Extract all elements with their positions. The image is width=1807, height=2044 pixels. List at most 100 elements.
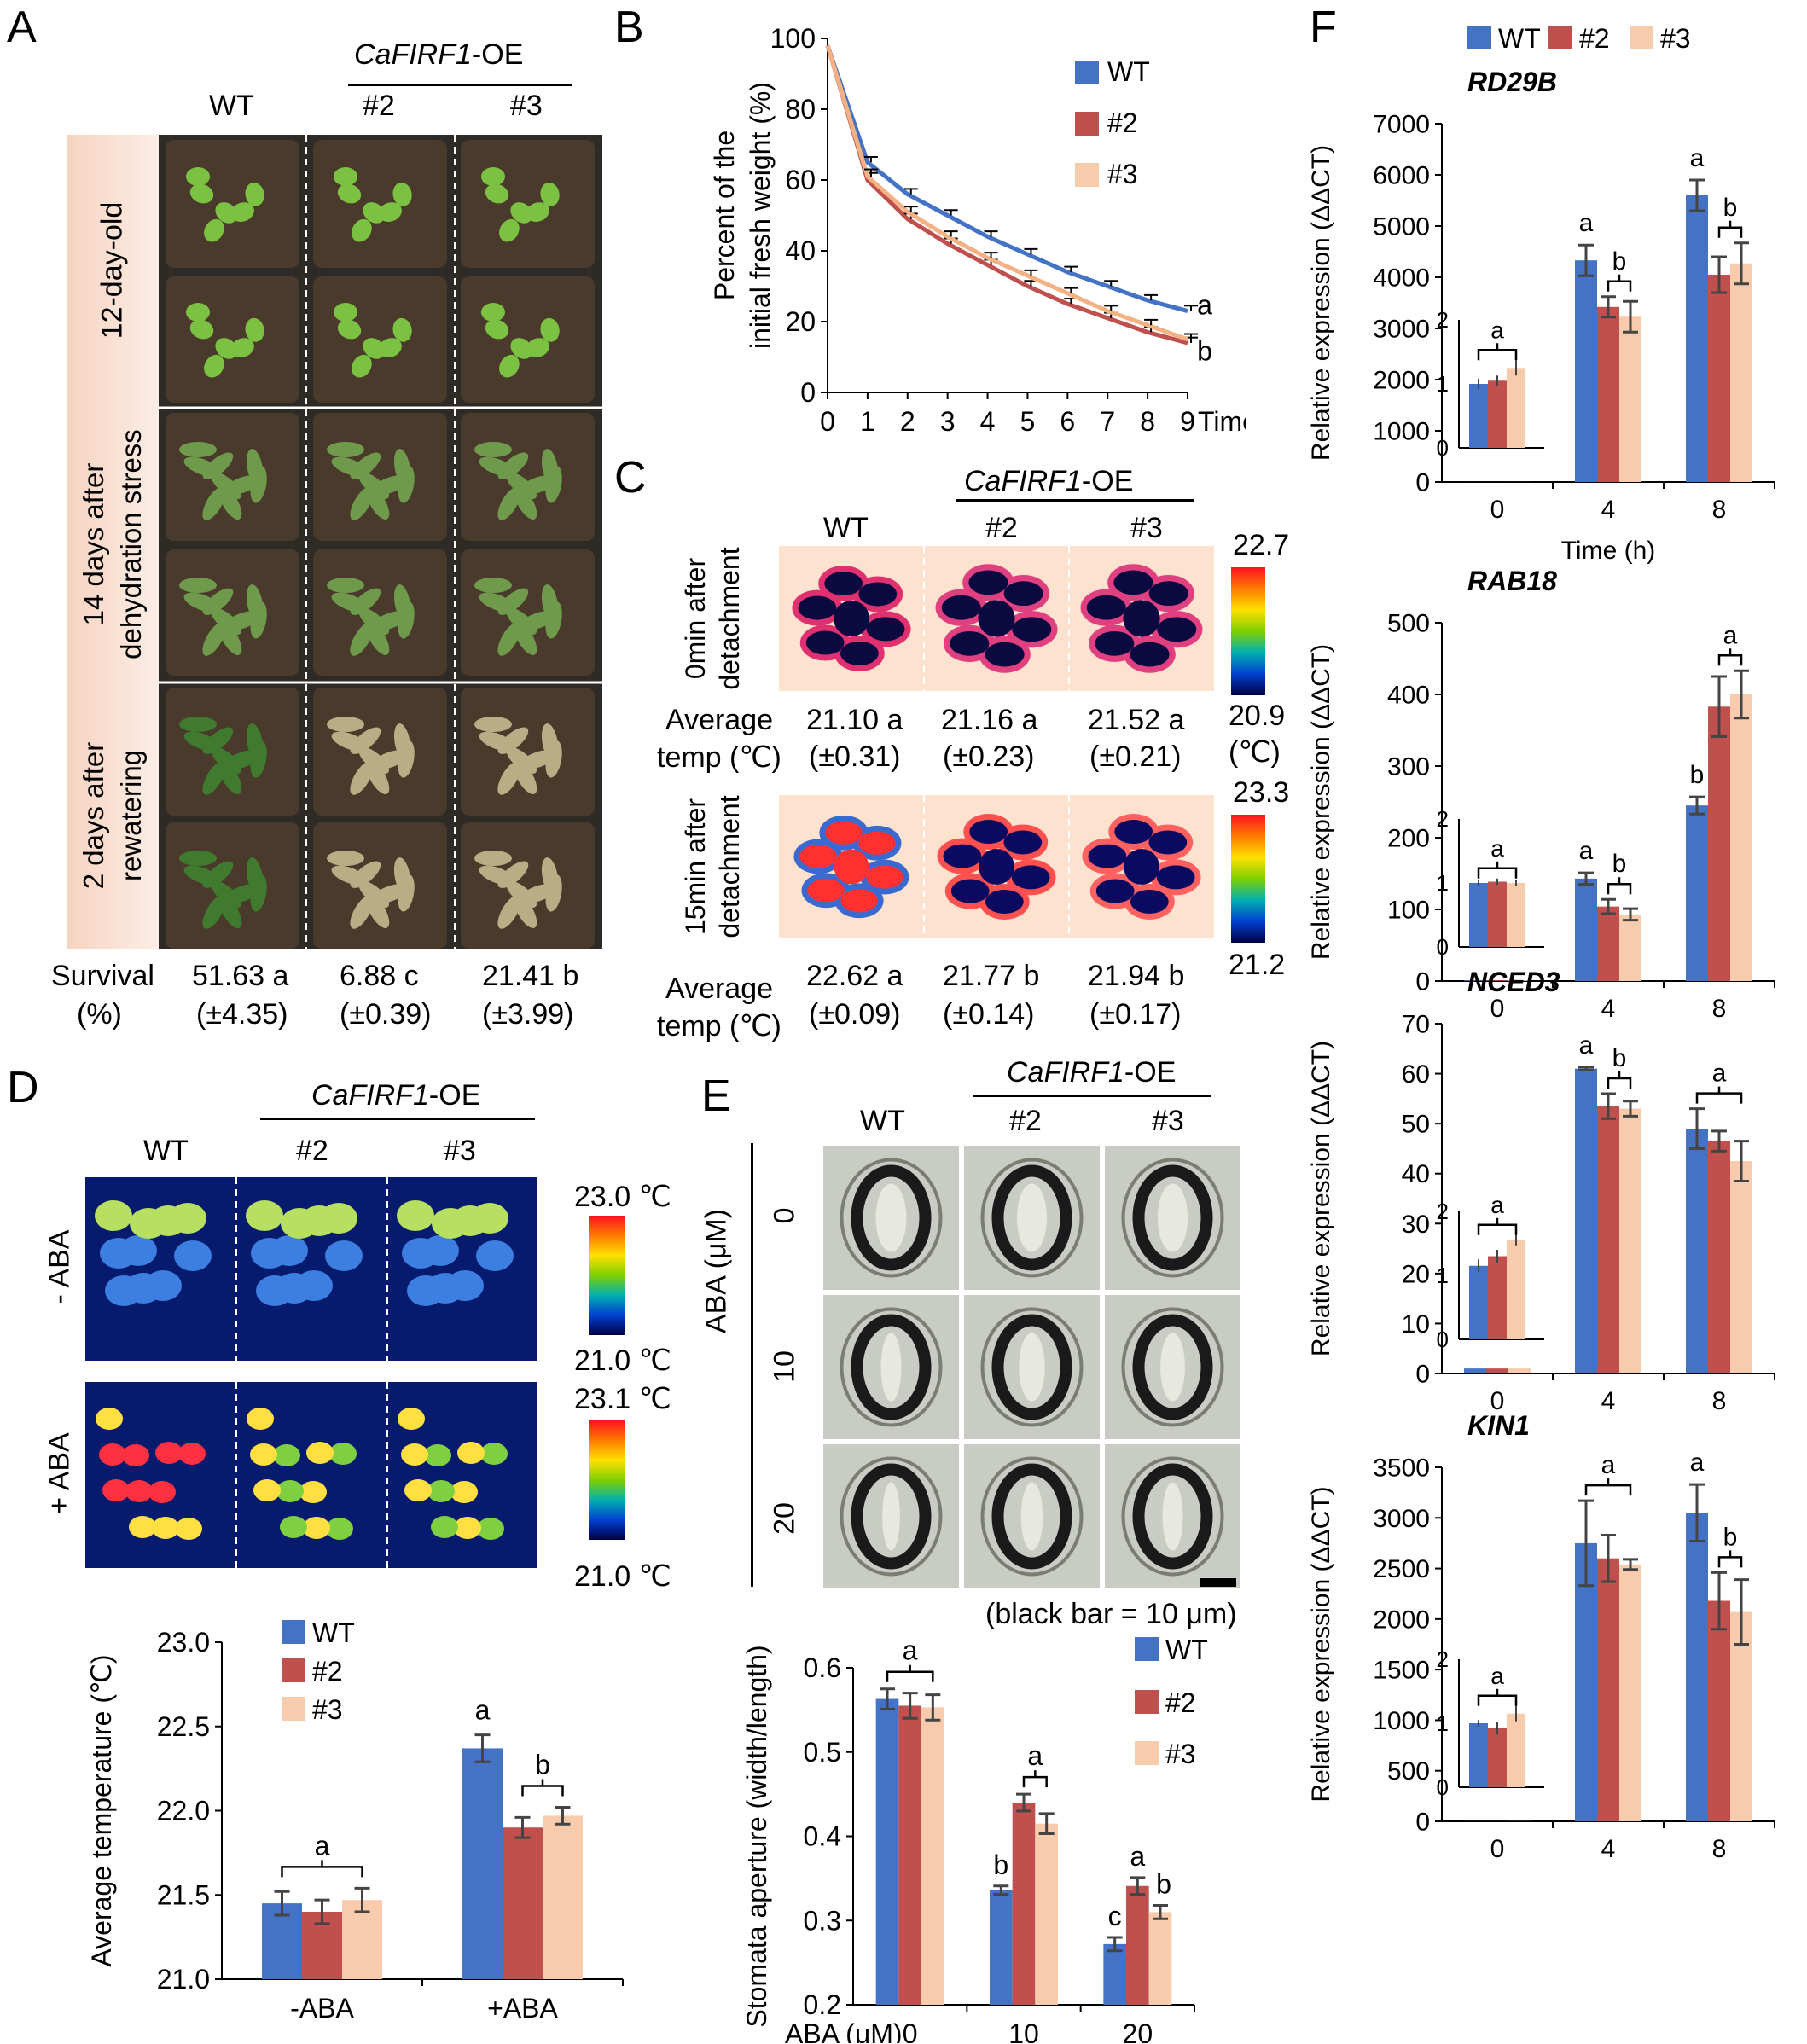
x-tick-label: 0 xyxy=(903,2018,918,2043)
row-label-band xyxy=(67,135,159,949)
bar-line2 xyxy=(1597,1558,1619,1821)
c-wt-label: WT xyxy=(823,512,869,544)
thermal-spot xyxy=(397,1200,434,1231)
bar-WT xyxy=(1686,805,1708,981)
plant-leaf xyxy=(186,167,210,186)
bar-WT xyxy=(1575,1542,1597,1821)
plant-leaf xyxy=(540,317,560,342)
plant-leaf xyxy=(514,621,537,655)
pot-soil xyxy=(461,276,595,403)
bar-line3 xyxy=(1619,316,1641,482)
y-axis-title: Relative expression (ΔΔCT) xyxy=(1307,1486,1335,1802)
plant-leaf xyxy=(474,717,512,732)
plant-leaf xyxy=(366,621,390,655)
plant-leaf xyxy=(398,740,415,778)
thermal-spot xyxy=(251,1238,288,1269)
x-tick-label: 0 xyxy=(1490,496,1505,524)
scale-bar xyxy=(1200,1578,1236,1587)
plant-leaf xyxy=(526,338,549,357)
plant-leaf xyxy=(372,611,409,630)
thermal-spot xyxy=(985,642,1025,667)
thermal-spot xyxy=(130,1208,167,1239)
x-tick-label: 4 xyxy=(1601,995,1616,1023)
thermal-spot xyxy=(807,879,845,903)
y-tick-label: 0 xyxy=(800,377,816,408)
c-l2-label: #2 xyxy=(985,512,1018,544)
significance-letter: a xyxy=(315,1830,330,1861)
plant-leaf xyxy=(215,202,238,224)
y-tick-label: 1000 xyxy=(1373,418,1430,446)
legend-swatch xyxy=(282,1620,305,1644)
plant-leaf xyxy=(350,861,381,888)
y-tick-label: 100 xyxy=(770,23,816,54)
guard-cell-outline xyxy=(840,1456,943,1577)
genotype-l3-label: #3 xyxy=(510,90,543,122)
significance-bracket xyxy=(1717,648,1743,666)
significance-bracket xyxy=(1607,1071,1632,1089)
bar-line3 xyxy=(342,1900,382,1979)
thermal-spot xyxy=(122,1444,149,1466)
oe-header-d: CaFIRF1-OE xyxy=(311,1079,480,1112)
plant-leaf xyxy=(485,183,509,204)
bar-line2 xyxy=(1708,275,1730,482)
bar-line2 xyxy=(1486,980,1508,981)
c-r2-t1: 21.77 b xyxy=(943,960,1040,992)
inset-bar xyxy=(1488,1728,1507,1787)
thermal-spot xyxy=(968,570,1008,595)
oe-header-line-d xyxy=(260,1118,535,1120)
c-row1-label-text: 0min after detachment xyxy=(680,547,745,690)
c-row1-max: 22.7 xyxy=(1233,529,1290,561)
guard-cell-outline xyxy=(840,1158,943,1278)
x-axis-title: ABA (μM) xyxy=(785,2018,903,2043)
plant-leaf xyxy=(398,601,415,639)
pot-soil xyxy=(313,140,447,268)
x-tick-label: 8 xyxy=(1140,406,1155,437)
thermal-image-minus-aba xyxy=(85,1177,537,1361)
y-axis-title: Relative expression (ΔΔCT) xyxy=(1307,145,1335,461)
oe-gene-name-c: CaFIRF1 xyxy=(964,465,1082,497)
significance-letter: a xyxy=(1490,1192,1504,1218)
x-tick-label: 7 xyxy=(1100,406,1115,437)
significance-bracket xyxy=(1607,274,1632,292)
thermal-spot xyxy=(1114,820,1153,845)
x-tick-label: 20 xyxy=(1123,2018,1153,2043)
significance-bracket xyxy=(886,1664,934,1682)
thermal-spot xyxy=(407,1275,444,1306)
e-scale-note: (black bar = 10 μm) xyxy=(985,1598,1237,1630)
plant-leaf xyxy=(189,319,214,340)
d-wt-label: WT xyxy=(143,1135,189,1167)
survival-unit: (%) xyxy=(77,998,122,1031)
gene-name-RAB18: RAB18 xyxy=(1467,566,1557,596)
legend-label: #3 xyxy=(1660,26,1691,54)
thermal-spot xyxy=(454,1517,481,1539)
plant-leaf xyxy=(499,218,520,242)
pot-soil xyxy=(461,688,595,816)
plant-leaf xyxy=(186,303,210,322)
guard-cell-ring xyxy=(851,1314,932,1420)
d-row2-min: 21.0 ℃ xyxy=(574,1560,671,1593)
thermal-image-15min xyxy=(779,795,1214,938)
x-tick-label: 6 xyxy=(1060,406,1075,437)
thermal-spot xyxy=(825,821,863,845)
plant-leaf xyxy=(520,884,556,903)
stomatal-pore xyxy=(1019,1333,1045,1402)
c-r2-t2-sd: (±0.17) xyxy=(1089,998,1182,1031)
thermal-image-plus-aba xyxy=(85,1382,537,1568)
thermal-spot xyxy=(1148,830,1188,855)
plant-leaf xyxy=(218,760,242,794)
plant-leaf xyxy=(352,218,372,242)
row-label-rewater: 2 days after rewatering xyxy=(67,682,159,949)
legend-label: WT xyxy=(1165,1635,1208,1665)
guard-cell-outline xyxy=(1121,1158,1224,1278)
d-l3-label: #3 xyxy=(444,1135,476,1167)
thermal-spot xyxy=(402,1238,439,1269)
thermal-spot xyxy=(326,1518,353,1540)
thermal-spot xyxy=(480,1443,508,1465)
oe-header-a: CaFIRF1-OE xyxy=(354,38,523,72)
significance-bracket xyxy=(1584,1478,1632,1496)
c-row1-min: 20.9 xyxy=(1229,700,1286,732)
plant-leaf xyxy=(510,202,533,224)
plant-leaf xyxy=(350,588,381,615)
plant-leaf xyxy=(398,874,415,912)
